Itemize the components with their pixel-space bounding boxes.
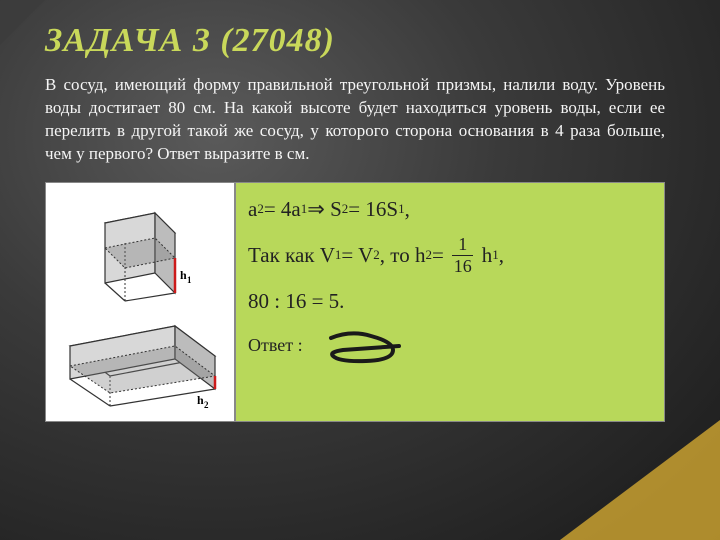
eq1-part: ⇒ S [307,197,342,222]
eq3-text: 80 : 16 = 5. [248,289,344,314]
solution-panel: a2 = 4a1 ⇒ S2 = 16S1 , Так как V1 = V2 ,… [235,182,665,422]
equation-2: Так как V1 = V2 , то h2 = 1 16 h1 , [248,234,652,277]
eq1-part: , [405,197,410,222]
problem-text: В сосуд, имеющий форму правильной треуго… [45,74,665,166]
slide-content: ЗАДАЧА 3 (27048) В сосуд, имеющий форму … [0,0,720,442]
eq2-part: = [432,243,444,268]
eq1-part: = 4a [264,197,301,222]
prism-2-diagram: h 2 [55,311,225,411]
equation-1: a2 = 4a1 ⇒ S2 = 16S1 , [248,197,652,222]
eq1-part: a [248,197,257,222]
corner-decoration-top-left [0,0,45,45]
svg-text:2: 2 [204,400,209,410]
svg-text:1: 1 [187,275,192,285]
svg-text:h: h [180,268,187,282]
answer-row: Ответ : [248,326,652,366]
eq2-part: , то h [380,243,426,268]
handwritten-answer-icon [321,326,411,366]
figure-panel: h 1 h 2 [45,182,235,422]
slide-title: ЗАДАЧА 3 (27048) [45,22,665,60]
eq2-part: h [482,243,493,268]
corner-decoration-bottom-right [560,420,720,540]
answer-label: Ответ : [248,335,303,356]
equation-3: 80 : 16 = 5. [248,289,652,314]
eq2-part: Так как V [248,243,335,268]
eq2-part: , [499,243,504,268]
fraction-num: 1 [452,234,473,256]
eq2-part: = V [341,243,373,268]
eq1-part: = 16S [348,197,398,222]
fraction-den: 16 [448,256,478,277]
content-row: h 1 h 2 a2 = 4a1 ⇒ S2 = 16S1 [45,182,665,422]
prism-1-diagram: h 1 [85,193,195,308]
fraction: 1 16 [448,234,478,277]
svg-text:h: h [197,393,204,407]
